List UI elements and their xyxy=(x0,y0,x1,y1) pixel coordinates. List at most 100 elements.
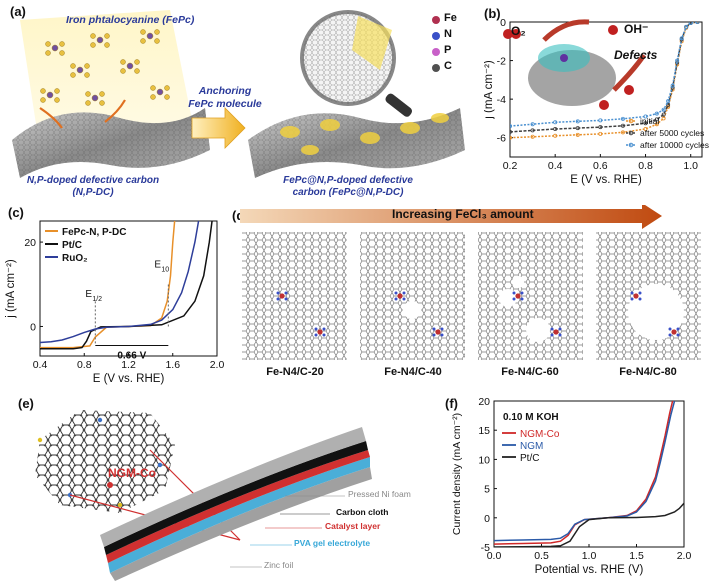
n-atom-2-1-3 xyxy=(558,333,562,337)
vacancy-3-0 xyxy=(628,284,684,340)
inset-arrow-2 xyxy=(612,53,647,92)
x-tick-label-1: 0.8 xyxy=(77,359,92,371)
substrate-label: N,P-doped defective carbon (N,P-DC) xyxy=(26,175,160,198)
legend-label-1: NGM xyxy=(520,441,543,452)
panel-c-chart: 0.4 0.8 1.2 1.6 2.0 0 20 E (V vs. RHE) j (mA cm⁻… xyxy=(5,220,225,385)
e-half-subscript: 1/2 xyxy=(92,296,102,303)
series-point-0-6 xyxy=(643,127,648,132)
legend-label-2: Pt/C xyxy=(520,453,539,464)
fe-site-3-0 xyxy=(633,293,639,299)
legend-label-0: initial xyxy=(640,116,659,126)
panel-label-e: (e) xyxy=(18,396,34,411)
x-tick-label-2: 1.0 xyxy=(582,550,597,562)
y-axis-label: j (mA cm⁻²) xyxy=(484,60,495,120)
n-atom-0-1-2 xyxy=(314,333,318,337)
series-point-1-10 xyxy=(670,85,675,90)
y-tick-label-5: 20 xyxy=(478,396,490,408)
series-point-2-15 xyxy=(695,22,700,24)
series-point-2-0 xyxy=(510,124,512,129)
structure-label-20: Fe-N4/C-20 xyxy=(266,366,324,378)
n-atom-1-0-0 xyxy=(394,291,398,295)
y-tick-label-2: 5 xyxy=(484,484,490,496)
graphene-lattice-2 xyxy=(478,232,583,360)
y-axis-label: j (mA cm⁻²) xyxy=(5,259,17,319)
fe-site-1-0 xyxy=(397,293,403,299)
plot-frame xyxy=(509,21,703,158)
series-point-2-13 xyxy=(684,24,689,29)
legend-label-0: NGM-Co xyxy=(520,429,560,440)
panel-label-b: (b) xyxy=(484,6,501,21)
delta-label: 0.66 V xyxy=(117,350,146,361)
n-atom-1-0-2 xyxy=(394,297,398,301)
series-point-0-8 xyxy=(661,116,666,121)
n-atom-2-0-3 xyxy=(520,297,524,301)
legend-marker-2 xyxy=(628,142,634,148)
structure-label-40: Fe-N4/C-40 xyxy=(384,366,442,378)
x-tick-label-4: 2.0 xyxy=(210,359,225,371)
n-atom-3-0-2 xyxy=(630,297,634,301)
catalyst-label: NGM-Co xyxy=(108,466,156,480)
n-atom-2-0-1 xyxy=(520,291,524,295)
vacancy-2-0 xyxy=(499,289,517,307)
inset-arrow-1 xyxy=(542,19,590,42)
x-tick-label-3: 1.6 xyxy=(165,359,180,371)
structure-label-80: Fe-N4/C-80 xyxy=(619,366,677,378)
x-tick-label-4: 1.0 xyxy=(683,160,698,172)
series-point-2-12 xyxy=(679,36,684,41)
n-atom-2-1-2 xyxy=(550,333,554,337)
panel-label-f: (f) xyxy=(445,396,458,411)
element-legend xyxy=(432,16,440,72)
structure-3 xyxy=(596,232,701,360)
inset-illustration xyxy=(503,19,647,110)
n-atom-3-1-0 xyxy=(668,327,672,331)
legend-label-1: Pt/C xyxy=(62,240,82,251)
e10-subscript: 10 xyxy=(161,267,169,274)
series-point-2-11 xyxy=(675,58,680,63)
panel-label-c: (c) xyxy=(8,205,24,220)
series-point-1-2 xyxy=(553,127,558,132)
layer-zinc: Zinc foil xyxy=(264,560,294,570)
series-line-0 xyxy=(510,22,698,139)
layer-ni-foam: Pressed Ni foam xyxy=(348,489,411,499)
x-tick-label-3: 1.5 xyxy=(629,550,644,562)
panel-d-structures xyxy=(240,205,701,360)
vacancy-2-1 xyxy=(526,318,550,342)
fe-site-1-1 xyxy=(435,329,441,335)
x-tick-label-3: 0.8 xyxy=(638,160,653,172)
panel-label-a: (a) xyxy=(10,4,26,19)
inset-defects: Defects xyxy=(614,48,658,62)
n-atom-0-0-3 xyxy=(284,297,288,301)
series-line-2 xyxy=(40,221,200,344)
series-point-2-5 xyxy=(620,116,625,121)
x-axis-label: E (V vs. RHE) xyxy=(570,174,642,186)
y-tick-label-1: -4 xyxy=(497,94,506,106)
e10-label: E xyxy=(154,259,161,270)
series-point-0-5 xyxy=(620,130,625,135)
n-atom-3-0-0 xyxy=(630,291,634,295)
fe-site-2-0 xyxy=(515,293,521,299)
n-atom-2-1-1 xyxy=(558,327,562,331)
fe-site-3-1 xyxy=(671,329,677,335)
y-tick-label-1: 20 xyxy=(24,237,36,249)
legend-label-2: after 10000 cycles xyxy=(640,140,709,150)
vacancy-1-0 xyxy=(403,301,421,319)
n-atom-1-0-3 xyxy=(402,297,406,301)
series-point-2-3 xyxy=(575,119,580,124)
x-tick-label-0: 0.4 xyxy=(33,359,48,371)
e-half-label: E xyxy=(85,289,92,300)
structure-1 xyxy=(360,232,465,360)
inset-oh: OH⁻ xyxy=(624,22,649,36)
n-atom-2-1-0 xyxy=(550,327,554,331)
layer-carbon-cloth: Carbon cloth xyxy=(336,507,389,517)
n-atom-0-1-3 xyxy=(322,333,326,337)
panel-e-battery xyxy=(35,410,372,581)
series-point-1-0 xyxy=(510,129,512,134)
series-point-0-0 xyxy=(510,135,512,140)
n-atom-2-0-2 xyxy=(512,297,516,301)
y-tick-label-2: -2 xyxy=(497,56,506,68)
legend-c: C xyxy=(444,60,452,72)
n-atom-3-1-2 xyxy=(668,333,672,337)
legend-label-1: after 5000 cycles xyxy=(640,128,704,138)
series-point-2-10 xyxy=(670,83,675,88)
n-atom-1-1-3 xyxy=(440,333,444,337)
